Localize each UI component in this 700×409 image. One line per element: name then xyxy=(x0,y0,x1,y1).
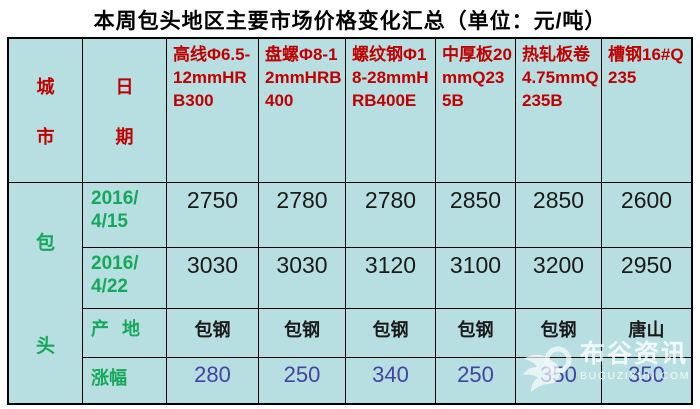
col-header-city: 城 市 xyxy=(9,39,83,183)
col-header-date: 日 期 xyxy=(83,39,167,183)
price-cell: 3200 xyxy=(516,248,602,309)
city-char-1: 包 xyxy=(35,233,55,254)
row-header-city-baotou: 包 头 xyxy=(9,183,83,403)
change-cell: 280 xyxy=(167,358,259,403)
origin-cell: 包钢 xyxy=(346,309,436,358)
change-cell: 350 xyxy=(516,358,602,403)
col-header-product-gaoxian: 高线Φ6.5-12mmHRB300 xyxy=(167,39,259,183)
price-cell: 2950 xyxy=(602,248,691,309)
col-header-city-line1: 城 xyxy=(36,76,55,97)
city-char-2: 头 xyxy=(35,336,55,357)
date-cell-2016-4-22: 2016/ 4/22 xyxy=(83,248,167,309)
price-cell: 3030 xyxy=(259,248,346,309)
origin-cell: 包钢 xyxy=(167,309,259,358)
price-cell: 2780 xyxy=(346,183,436,248)
price-cell: 2600 xyxy=(602,183,691,248)
col-header-date-line1: 日 xyxy=(115,76,134,97)
origin-cell: 唐山 xyxy=(602,309,691,358)
origin-cell: 包钢 xyxy=(436,309,516,358)
price-cell: 3030 xyxy=(167,248,259,309)
origin-cell: 包钢 xyxy=(516,309,602,358)
price-table: 城 市 日 期 高线Φ6.5-12mmHRB300 盘螺Φ8-12mmHRB40… xyxy=(7,37,693,405)
change-cell: 340 xyxy=(346,358,436,403)
date-line2: 4/22 xyxy=(91,275,128,297)
col-header-product-luowengang: 螺纹钢Φ18-28mmHRB400E xyxy=(346,39,436,183)
origin-cell: 包钢 xyxy=(259,309,346,358)
change-cell: 250 xyxy=(259,358,346,403)
col-header-product-zhonghouban: 中厚板20mmQ235B xyxy=(436,39,516,183)
row-label-change: 涨幅 xyxy=(83,358,167,403)
price-cell: 3120 xyxy=(346,248,436,309)
price-cell: 2780 xyxy=(259,183,346,248)
page-title: 本周包头地区主要市场价格变化汇总（单位：元/吨） xyxy=(93,10,607,33)
col-header-product-caogang: 槽钢16#Q235 xyxy=(602,39,691,183)
price-cell: 2850 xyxy=(436,183,516,248)
row-label-origin: 产地 xyxy=(83,309,167,358)
col-header-city-line2: 市 xyxy=(36,126,55,147)
col-header-date-line2: 期 xyxy=(115,126,134,147)
price-cell: 2750 xyxy=(167,183,259,248)
col-header-product-rezhabanjuan: 热轧板卷4.75mmQ235B xyxy=(516,39,602,183)
change-cell: 250 xyxy=(436,358,516,403)
date-cell-2016-4-15: 2016/ 4/15 xyxy=(83,183,167,248)
date-line1: 2016/ xyxy=(91,253,139,274)
price-cell: 2850 xyxy=(516,183,602,248)
date-line1: 2016/ xyxy=(91,188,139,209)
change-cell: 350 xyxy=(602,358,691,403)
date-line2: 4/15 xyxy=(91,210,128,232)
price-cell: 3100 xyxy=(436,248,516,309)
col-header-product-panluo: 盘螺Φ8-12mmHRB400 xyxy=(259,39,346,183)
